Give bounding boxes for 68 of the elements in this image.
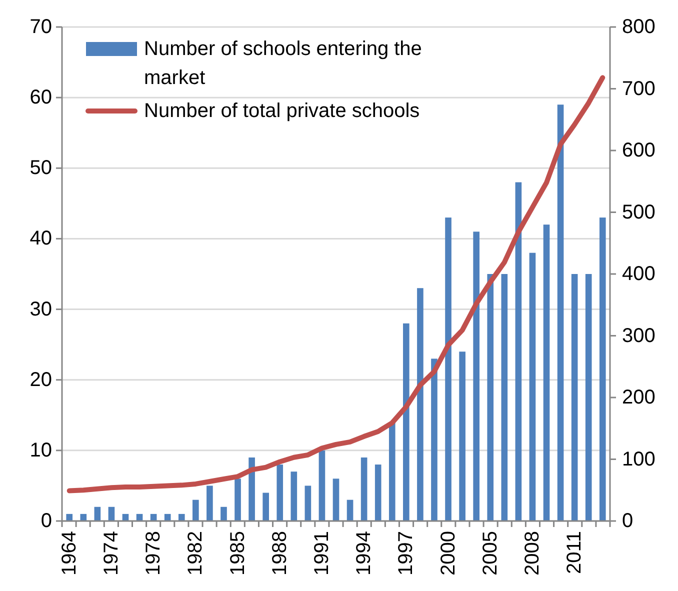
bar [178, 514, 185, 521]
x-tick-label: 1991 [310, 531, 333, 576]
x-tick-label: 1974 [100, 531, 122, 576]
bar [431, 358, 438, 521]
bar [557, 104, 564, 521]
x-tick-label: 2000 [437, 531, 460, 576]
y2-tick-label: 200 [622, 386, 656, 408]
y-tick-label: 0 [40, 510, 52, 532]
x-tick-label: 1985 [226, 531, 249, 576]
bar [108, 506, 115, 521]
x-tick-label: 1994 [353, 531, 376, 576]
bar [487, 274, 494, 521]
bar [473, 232, 480, 521]
bar [388, 422, 396, 521]
bar [599, 218, 606, 521]
x-tick-label: 2005 [479, 531, 502, 576]
bar [290, 472, 298, 521]
y2-tick-label: 800 [622, 16, 656, 38]
bar [66, 514, 73, 521]
bar [234, 478, 241, 521]
bar [276, 464, 284, 521]
y2-tick-label: 300 [622, 324, 656, 347]
x-tick-label: 1997 [395, 531, 418, 576]
legend-label: Number of total private schools [144, 100, 420, 122]
bar [248, 457, 255, 521]
bar [206, 486, 213, 521]
x-tick-label: 1982 [184, 531, 207, 576]
bar [515, 182, 522, 521]
bar [346, 500, 354, 521]
bar [585, 274, 592, 521]
legend-label: Number of schools entering the market [144, 38, 422, 89]
bar [220, 506, 227, 521]
y-tick-label: 60 [30, 86, 52, 109]
y-tick-label: 50 [30, 157, 52, 180]
bar [304, 486, 312, 521]
y2-tick-label: 700 [622, 78, 656, 100]
bar [529, 252, 536, 521]
bar [262, 492, 269, 521]
y2-tick-label: 0 [622, 510, 634, 532]
bar [571, 274, 578, 521]
x-tick-label: 1964 [58, 531, 80, 576]
bar [417, 288, 424, 521]
y2-tick-label: 100 [622, 448, 656, 470]
bar [360, 457, 368, 521]
bar [94, 506, 101, 521]
bar [445, 218, 452, 521]
bar [501, 274, 508, 521]
x-tick-label: 1978 [142, 531, 165, 576]
bar [403, 323, 410, 521]
x-tick-label: 2011 [564, 531, 586, 574]
x-tick-label: 2008 [521, 531, 544, 576]
y2-tick-label: 400 [622, 263, 656, 285]
y-tick-label: 40 [30, 228, 52, 250]
y-tick-label: 70 [30, 16, 52, 38]
bar [80, 514, 87, 521]
x-tick-label: 1988 [268, 531, 291, 576]
bar [318, 450, 326, 521]
bar [192, 500, 199, 521]
bar [164, 514, 171, 521]
y-tick-label: 30 [30, 298, 52, 320]
bar [459, 352, 466, 521]
bar [543, 224, 550, 521]
y2-tick-label: 500 [622, 201, 656, 224]
bar [332, 478, 340, 521]
y-tick-label: 10 [30, 439, 52, 462]
y2-tick-label: 600 [622, 140, 656, 162]
bar [374, 464, 382, 521]
y-tick-label: 20 [30, 368, 52, 391]
